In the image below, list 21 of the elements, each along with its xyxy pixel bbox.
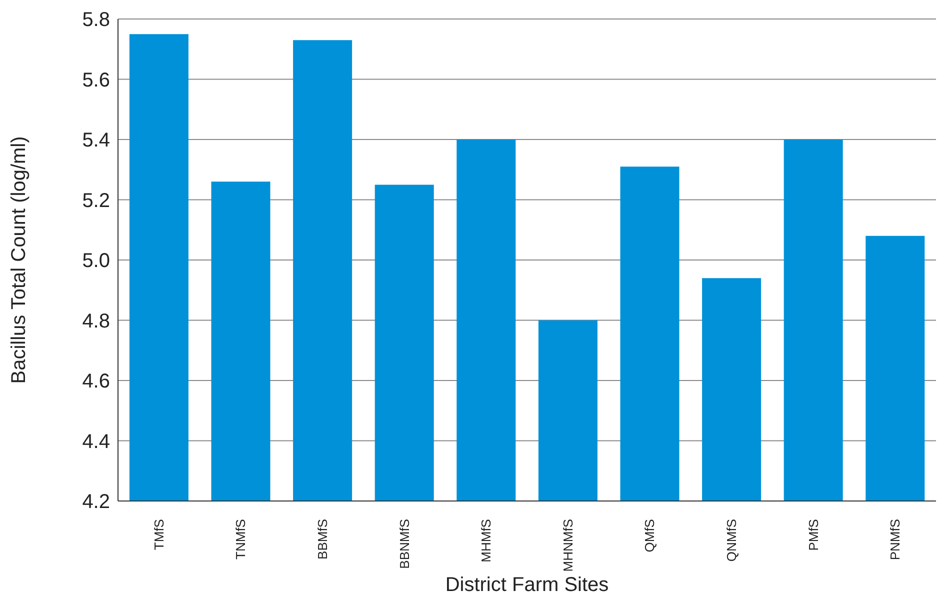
y-tick-label: 5.8 — [82, 9, 110, 32]
x-tick-label: PNMfS — [888, 518, 903, 560]
y-tick-label: 4.2 — [82, 491, 110, 514]
y-tick-label: 5.2 — [82, 190, 110, 212]
x-axis-title: District Farm Sites — [445, 574, 609, 596]
y-tick-label: 4.4 — [82, 430, 110, 453]
y-tick-label: 5.0 — [82, 250, 110, 272]
x-tick-label: MHMfS — [478, 518, 494, 562]
y-axis-title: Bacillus Total Count (log/ml) — [8, 136, 30, 384]
x-tick-label: TMfS — [151, 518, 166, 550]
x-tick-label: BBNMfS — [396, 518, 412, 569]
y-tick-label: 4.8 — [82, 310, 110, 332]
x-tick-label: MHNMfS — [560, 518, 576, 572]
x-tick-label: PMfS — [806, 518, 821, 551]
y-tick-label: 5.4 — [82, 130, 110, 152]
y-tick-label: 5.6 — [82, 69, 110, 92]
x-tick-label: BBMfS — [315, 518, 330, 560]
x-tick-label: QMfS — [642, 518, 658, 552]
y-tick-label: 4.6 — [82, 370, 110, 393]
x-tick-label: TNMfS — [233, 518, 248, 560]
x-tick-label: QNMfS — [724, 518, 739, 562]
